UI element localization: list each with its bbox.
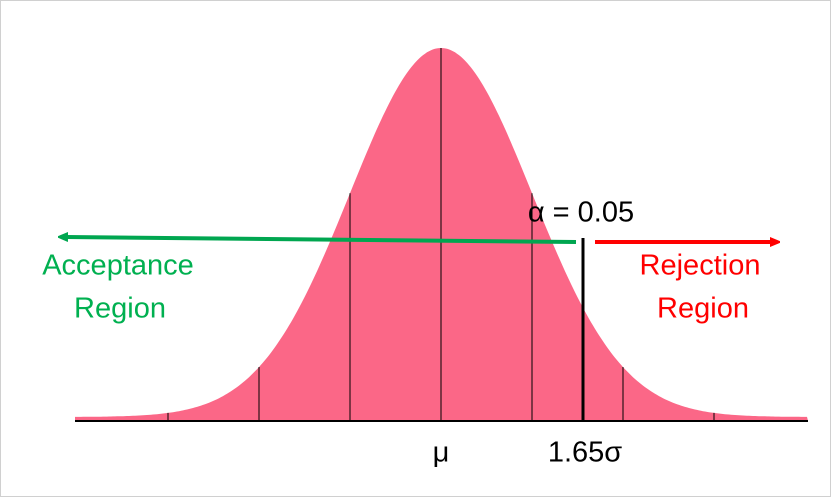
acceptance-label: Acceptance: [42, 250, 194, 282]
rejection-label: Rejection: [640, 250, 761, 282]
mean-label: μ: [433, 437, 450, 469]
critical-label: 1.65σ: [548, 437, 622, 469]
sigma-lines: [167, 48, 715, 421]
acceptance-arrow: [66, 237, 577, 244]
acceptance-label: Region: [74, 293, 166, 325]
alpha-label: α = 0.05: [528, 197, 634, 229]
rejection-label: Region: [657, 293, 749, 325]
